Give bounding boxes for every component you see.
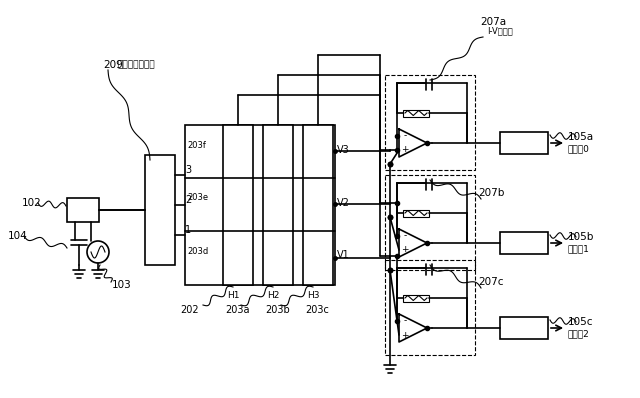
Text: +: + — [401, 246, 409, 254]
Text: マルチプレクサ: マルチプレクサ — [118, 60, 156, 70]
Text: 203c: 203c — [305, 305, 329, 315]
Text: 202: 202 — [180, 305, 198, 315]
Bar — [263, 125, 293, 285]
Bar — [145, 155, 175, 265]
Bar — [403, 295, 429, 302]
Text: 1: 1 — [185, 225, 191, 235]
Text: 復調部2: 復調部2 — [568, 330, 589, 339]
Text: 105a: 105a — [568, 132, 594, 142]
Text: 207a: 207a — [480, 17, 506, 27]
Text: 105b: 105b — [568, 232, 595, 242]
Bar — [385, 260, 475, 355]
Text: -: - — [403, 232, 406, 240]
Text: V2: V2 — [337, 198, 350, 208]
Text: H3: H3 — [307, 291, 319, 300]
Bar — [403, 109, 429, 117]
Text: 103: 103 — [112, 280, 132, 290]
Text: I-V変換器: I-V変換器 — [487, 27, 513, 35]
Text: 3: 3 — [185, 165, 191, 175]
Text: -: - — [403, 131, 406, 140]
Text: +: + — [401, 330, 409, 339]
Text: 2: 2 — [185, 195, 191, 205]
Text: 102: 102 — [22, 198, 42, 208]
Text: V1: V1 — [337, 250, 349, 260]
Text: 復調部1: 復調部1 — [568, 244, 590, 254]
Text: 209: 209 — [103, 60, 123, 70]
Text: 105c: 105c — [568, 317, 593, 327]
Text: -: - — [403, 316, 406, 326]
Text: 203d: 203d — [187, 246, 208, 256]
Bar — [67, 198, 99, 222]
Text: 207c: 207c — [478, 277, 504, 287]
Bar — [185, 125, 335, 285]
Bar — [223, 125, 253, 285]
Text: 203f: 203f — [187, 140, 206, 150]
Text: 復調部0: 復調部0 — [568, 144, 590, 154]
Text: H2: H2 — [267, 291, 280, 300]
Bar — [500, 317, 548, 339]
Bar — [303, 125, 333, 285]
Bar — [385, 75, 475, 170]
Text: 203b: 203b — [265, 305, 290, 315]
Text: 203e: 203e — [187, 193, 208, 203]
Bar — [500, 132, 548, 154]
Bar — [403, 209, 429, 217]
Text: H1: H1 — [227, 291, 239, 300]
Bar — [500, 232, 548, 254]
Text: +: + — [401, 146, 409, 154]
Text: V3: V3 — [337, 145, 349, 155]
Text: 104: 104 — [8, 231, 28, 241]
Text: 207b: 207b — [478, 188, 504, 198]
Bar — [385, 175, 475, 270]
Text: 203a: 203a — [225, 305, 250, 315]
